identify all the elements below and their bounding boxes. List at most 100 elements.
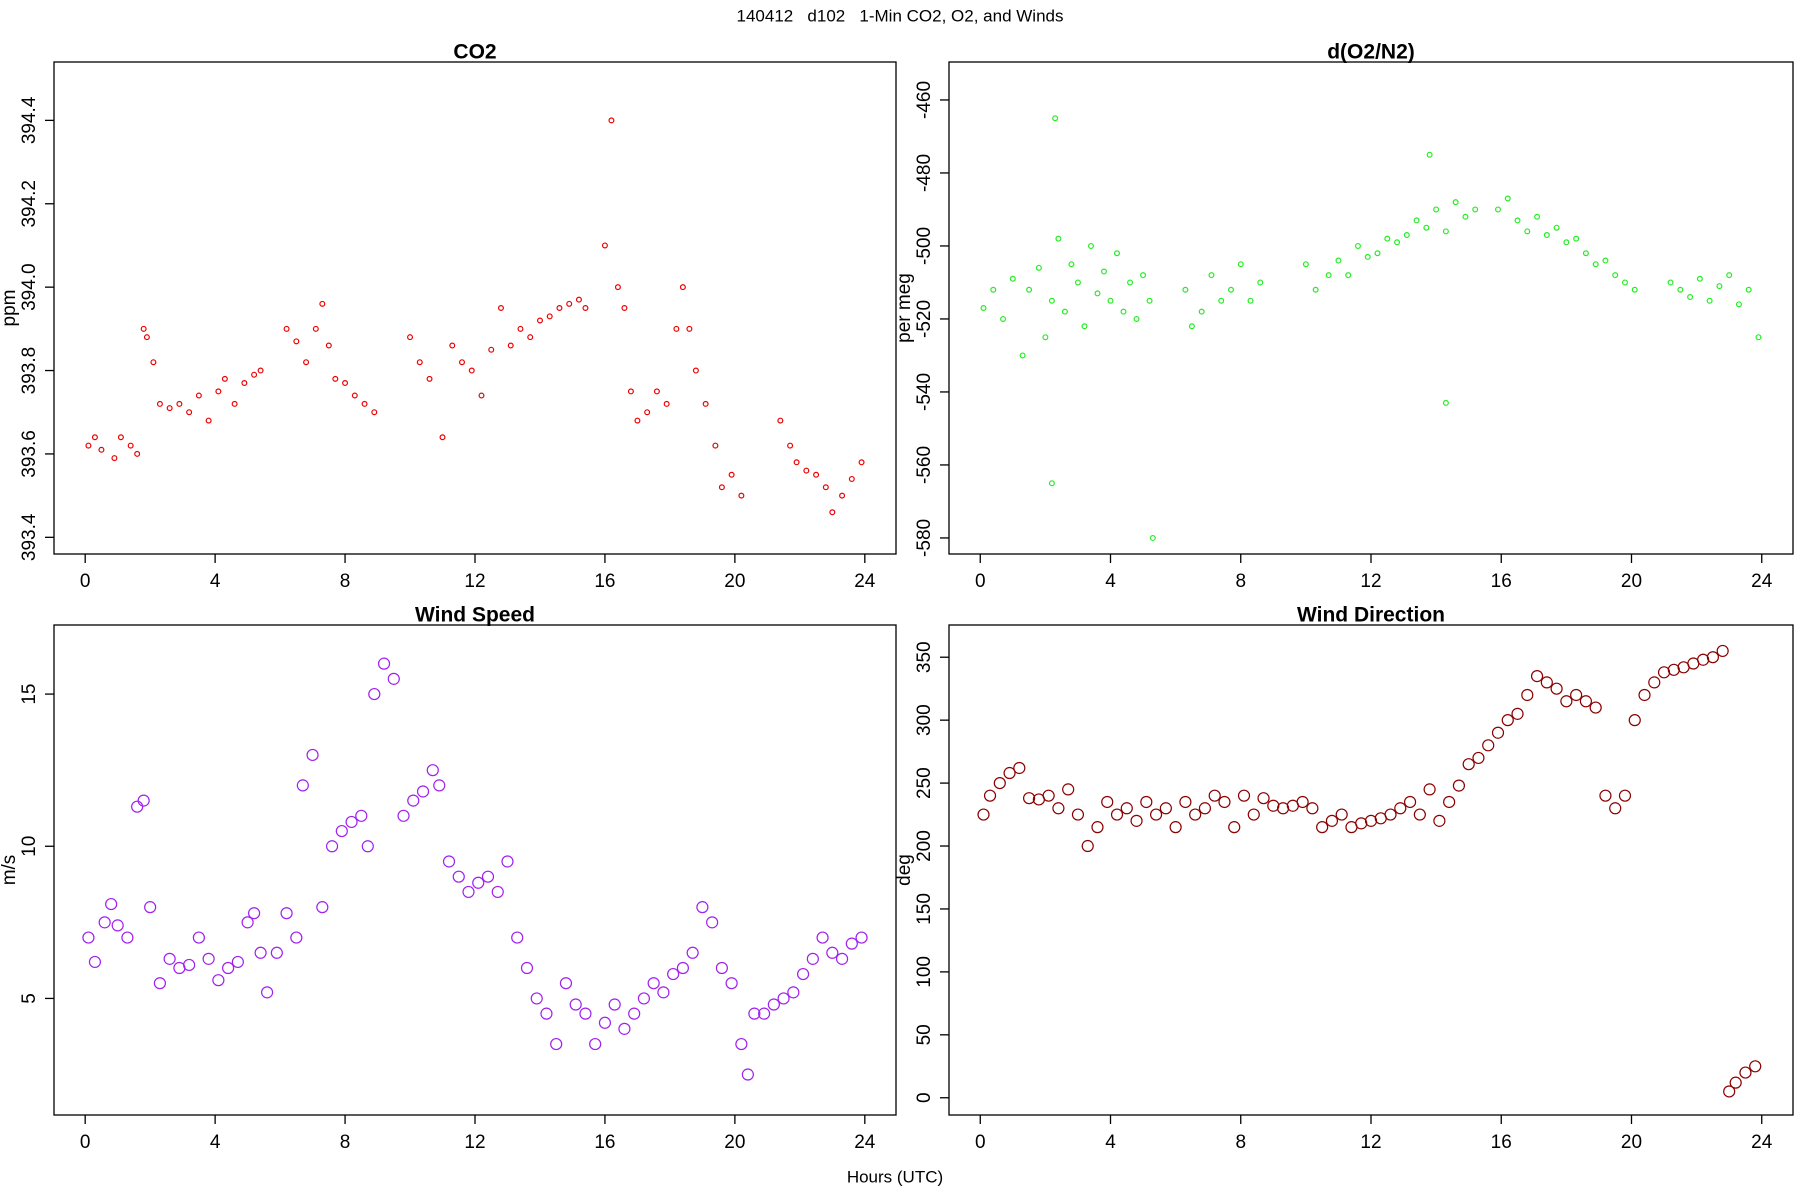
data-point [1120,308,1127,315]
x-tick-label: 4 [1105,1132,1116,1153]
data-point [176,400,183,407]
panel-title: Wind Speed [415,604,535,627]
data-point [1442,228,1449,235]
data-point [1735,301,1742,308]
data-point [1573,235,1580,242]
data-point [121,931,134,944]
y-tick-label: 394.4 [19,96,40,144]
data-point [1612,272,1619,279]
data-point [1189,808,1202,821]
data-point [416,785,430,798]
x-tick-label: 4 [210,571,221,592]
data-point [137,794,150,807]
data-point [627,388,634,395]
data-point [559,977,573,990]
data-point [472,876,485,889]
data-point [1325,814,1339,827]
data-point [442,855,456,868]
y-axis-label: deg [894,854,915,886]
data-point [806,952,819,965]
data-point [1550,682,1563,695]
y-tick-label: 200 [914,830,935,862]
data-point [702,400,709,407]
data-point [1579,695,1593,708]
data-point [449,342,456,349]
data-point [1570,688,1583,702]
data-point [1621,279,1628,286]
data-point [439,434,446,441]
data-point [186,409,193,416]
data-point [980,305,987,312]
data-point [550,1037,563,1051]
data-point [1257,792,1270,805]
data-point [816,931,829,944]
data-point [1494,206,1501,213]
data-point [248,907,261,920]
data-point [1423,224,1430,231]
data-point [787,986,800,999]
data-point [166,405,173,412]
x-tick-label: 8 [1235,1132,1246,1153]
data-point [1618,789,1632,802]
data-point [156,400,163,407]
data-point [1228,821,1241,834]
x-tick-label: 24 [1751,571,1773,592]
y-tick-label: -580 [914,519,935,557]
data-point [163,952,176,965]
data-point [1306,802,1319,815]
y-tick-label: 100 [914,956,935,988]
x-tick-label: 8 [340,571,351,592]
y-tick-label: 0 [914,1092,935,1103]
figure-title: 140412 d102 1-Min CO2, O2, and Winds [737,6,1064,25]
data-point [796,967,810,981]
x-tick-label: 16 [594,1132,615,1153]
data-point [637,992,651,1005]
data-point [1452,199,1459,206]
data-point [293,338,300,345]
data-point [983,789,997,802]
data-point [1677,286,1684,293]
data-point [1403,232,1410,239]
data-point [150,359,157,366]
data-point [1035,264,1042,271]
data-point [787,442,794,449]
data-point [1726,272,1733,279]
data-point [667,967,680,981]
data-point [556,305,563,312]
data-point [1237,261,1244,268]
data-point [822,484,829,491]
y-tick-label: 394.2 [19,180,40,228]
data-point [488,346,495,353]
data-point [407,334,414,341]
data-point [1316,821,1329,834]
y-tick-label: 350 [914,641,935,673]
data-point [511,931,524,944]
x-tick-label: 0 [80,1132,91,1153]
data-point [1602,257,1609,264]
data-point [1706,651,1719,664]
data-point [644,409,651,416]
data-point [260,986,274,999]
data-point [1257,279,1264,286]
x-axis-label: Hours (UTC) [847,1167,943,1186]
data-point [1302,261,1309,268]
data-point [1227,286,1234,293]
data-point [1062,783,1075,796]
data-point [1107,297,1114,304]
data-point [241,916,254,929]
data-point [131,800,144,813]
data-point [1081,839,1094,853]
data-point [144,901,157,914]
data-point [105,897,118,911]
data-point [257,367,264,374]
y-tick-label: -500 [914,227,935,265]
data-point [598,1016,612,1029]
data-point [1087,242,1094,249]
data-point [1140,795,1153,809]
data-point [452,870,465,883]
panel-title: d(O2/N2) [1327,41,1415,64]
data-point [205,417,212,424]
data-point [540,1007,553,1020]
data-point [91,434,98,441]
y-tick-label: -560 [914,446,935,484]
